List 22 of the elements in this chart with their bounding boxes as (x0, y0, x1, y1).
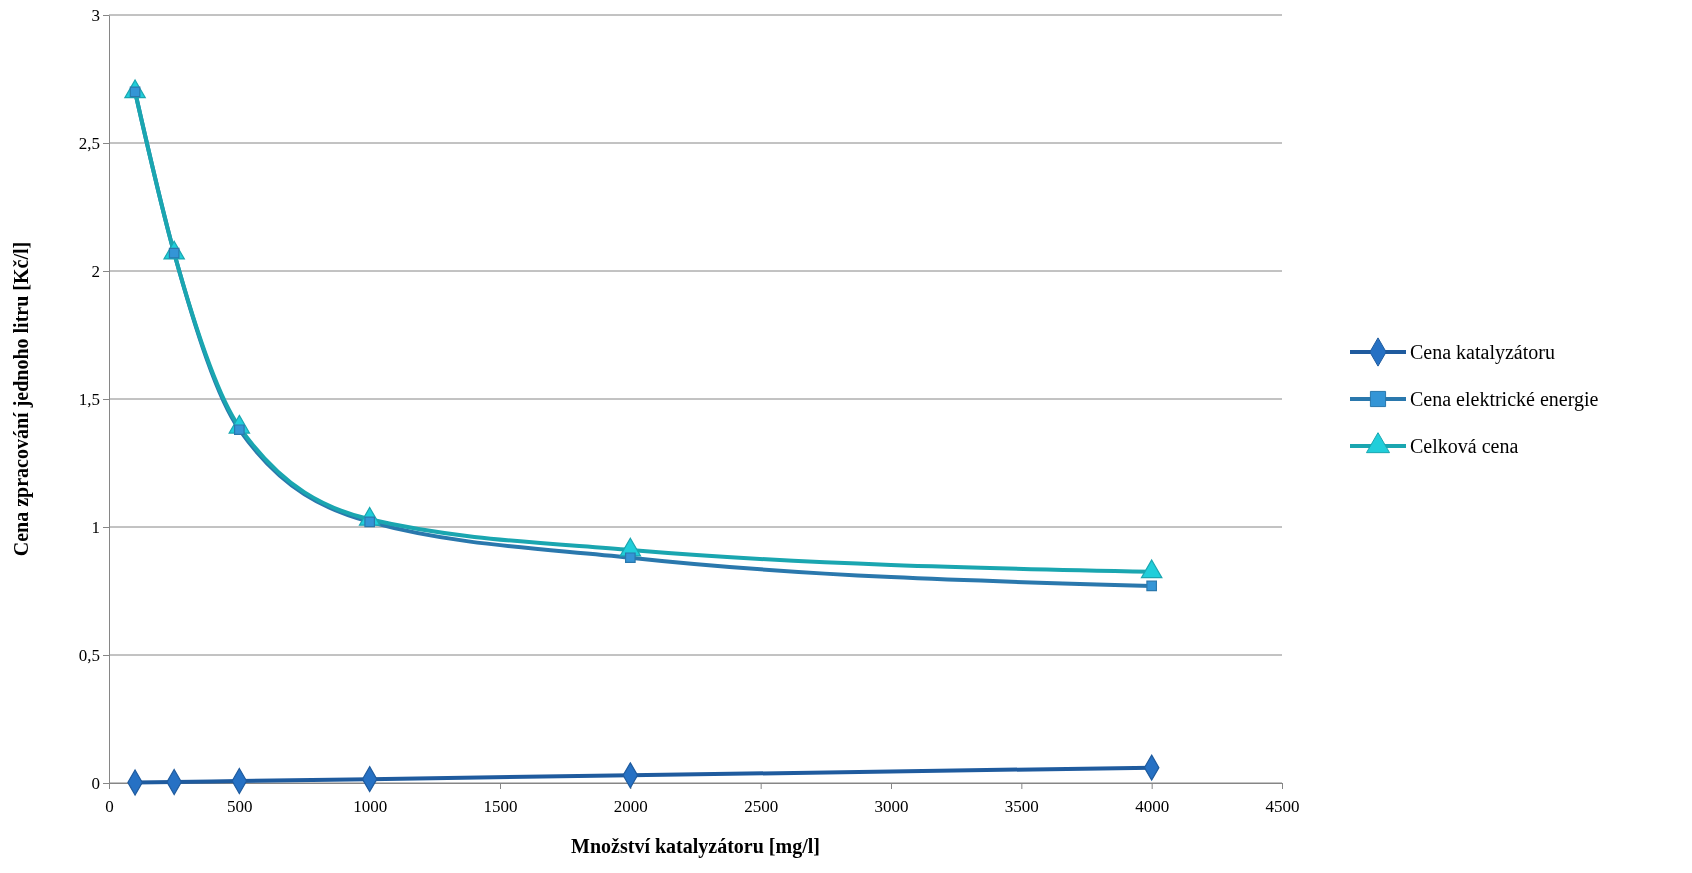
x-tick-label: 500 (227, 797, 253, 817)
legend-label: Cena katalyzátoru (1410, 341, 1555, 364)
x-tick-label: 3000 (874, 797, 909, 817)
x-tick-label: 4000 (1135, 797, 1170, 817)
y-tick-label: 2 (91, 261, 100, 281)
x-tick-label: 4500 (1265, 797, 1300, 817)
legend-label: Celková cena (1410, 435, 1519, 457)
x-tick-label: 2000 (613, 797, 648, 817)
x-axis-title: Množství katalyzátoru [mg/l] (571, 835, 820, 858)
y-tick-label: 1 (91, 517, 100, 537)
x-tick-label: 2500 (744, 797, 779, 817)
y-axis-title: Cena zpracování jednoho litru [Kč/l] (10, 241, 33, 557)
y-tick-label: 0,5 (78, 645, 100, 665)
legend-label: Cena elektrické energie (1410, 388, 1599, 411)
y-tick-label: 1,5 (78, 389, 100, 409)
x-tick-label: 1500 (483, 797, 518, 817)
y-tick-label: 2,5 (78, 133, 100, 153)
y-tick-label: 0 (91, 773, 100, 793)
x-tick-label: 0 (105, 797, 114, 817)
x-tick-label: 3500 (1004, 797, 1039, 817)
y-tick-label: 3 (91, 5, 100, 25)
x-tick-label: 1000 (353, 797, 388, 817)
